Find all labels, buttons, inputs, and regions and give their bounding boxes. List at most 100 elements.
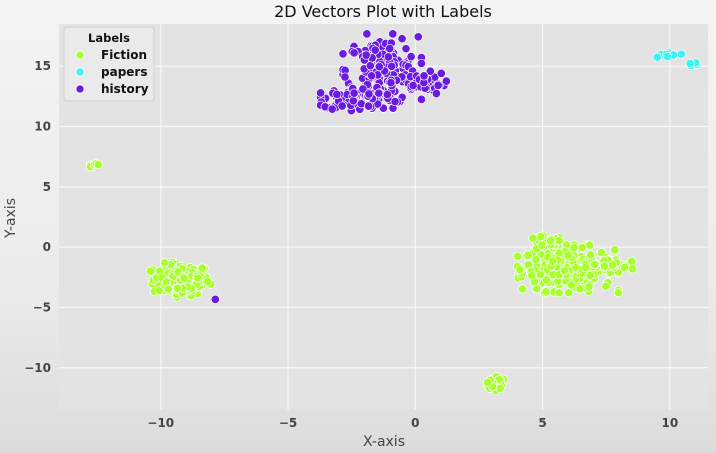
x-tick-label: 0	[411, 416, 419, 430]
point-fiction	[145, 266, 155, 276]
point-fiction	[627, 256, 637, 267]
data-points	[85, 29, 702, 396]
point-history	[349, 88, 359, 98]
point-history	[441, 76, 451, 86]
point-fiction	[601, 281, 611, 291]
point-papers	[676, 49, 686, 59]
point-history	[337, 101, 347, 111]
point-fiction	[172, 283, 183, 293]
point-history	[348, 96, 358, 106]
tick-labels: −10 −5 0 5 10 −10 −5 0 5 10 15	[24, 59, 678, 430]
point-papers	[685, 58, 695, 69]
point-fiction	[495, 383, 505, 394]
point-history	[386, 78, 396, 88]
point-history	[364, 89, 374, 99]
point-fiction	[541, 275, 551, 285]
point-history	[340, 72, 350, 82]
point-history	[416, 58, 426, 68]
point-history	[364, 101, 374, 111]
point-fiction	[585, 270, 595, 280]
point-fiction	[531, 255, 541, 265]
point-fiction	[163, 284, 173, 294]
point-history	[433, 80, 443, 90]
point-fiction	[179, 273, 189, 283]
y-tick-label: 5	[43, 180, 51, 194]
point-history	[332, 89, 342, 99]
point-fiction	[160, 258, 170, 268]
point-fiction	[563, 251, 573, 261]
point-fiction	[537, 240, 547, 250]
point-fiction	[566, 280, 577, 290]
point-fiction	[193, 273, 203, 283]
point-papers	[652, 52, 662, 62]
point-fiction	[607, 260, 618, 270]
point-fiction	[620, 262, 630, 273]
point-history	[431, 88, 441, 99]
point-history	[370, 45, 380, 55]
point-history	[387, 61, 397, 71]
legend-label-history: history	[101, 82, 149, 96]
point-fiction	[569, 243, 579, 253]
point-fiction	[554, 288, 564, 298]
point-fiction	[541, 287, 551, 297]
y-axis-label: Y-axis	[3, 198, 19, 239]
legend-label-fiction: Fiction	[101, 48, 147, 62]
point-history	[362, 29, 372, 39]
point-history	[374, 88, 384, 98]
legend: Labels Fiction papers history	[63, 26, 155, 102]
point-fiction	[599, 261, 609, 271]
point-fiction	[586, 250, 596, 260]
point-history	[358, 84, 368, 94]
point-fiction	[203, 276, 213, 287]
point-fiction	[527, 270, 537, 281]
x-tick-label: 10	[661, 416, 678, 430]
point-fiction	[536, 232, 546, 242]
point-fiction	[610, 245, 620, 255]
point-history	[383, 52, 393, 62]
x-axis-label: X-axis	[363, 434, 405, 450]
x-tick-label: 5	[538, 416, 546, 430]
point-fiction	[581, 262, 591, 272]
legend-label-papers: papers	[101, 65, 147, 79]
y-tick-label: −10	[24, 361, 51, 375]
point-fiction	[523, 250, 533, 260]
point-fiction	[559, 266, 569, 276]
point-history	[401, 44, 411, 54]
legend-box	[63, 26, 155, 102]
point-fiction	[517, 284, 528, 294]
point-history	[425, 66, 435, 76]
point-fiction	[154, 286, 164, 296]
point-history	[374, 62, 384, 72]
point-fiction	[577, 243, 587, 253]
chart-title: 2D Vectors Plot with Labels	[274, 2, 492, 21]
point-history	[413, 32, 423, 42]
point-history	[338, 49, 348, 59]
point-history	[365, 61, 375, 71]
x-tick-label: −10	[147, 416, 174, 430]
point-fiction	[93, 160, 103, 170]
legend-title: Labels	[88, 31, 130, 45]
point-history	[388, 29, 398, 39]
point-history	[327, 104, 337, 114]
y-tick-label: 0	[43, 240, 51, 254]
point-fiction	[585, 240, 595, 250]
point-history	[210, 294, 220, 304]
point-fiction	[483, 377, 493, 388]
point-fiction	[515, 265, 525, 275]
y-tick-label: −5	[33, 300, 51, 314]
point-fiction	[628, 264, 638, 274]
y-tick-label: 10	[34, 120, 51, 134]
point-history	[349, 48, 359, 58]
point-history	[397, 34, 407, 44]
point-history	[316, 88, 326, 98]
point-history	[382, 89, 392, 100]
legend-marker-papers	[75, 67, 85, 77]
point-fiction	[590, 259, 600, 269]
point-history	[408, 80, 418, 91]
legend-marker-fiction	[75, 50, 85, 60]
point-history	[416, 94, 426, 104]
point-history	[436, 68, 446, 78]
point-papers	[662, 51, 672, 62]
y-tick-label: 15	[34, 59, 51, 73]
